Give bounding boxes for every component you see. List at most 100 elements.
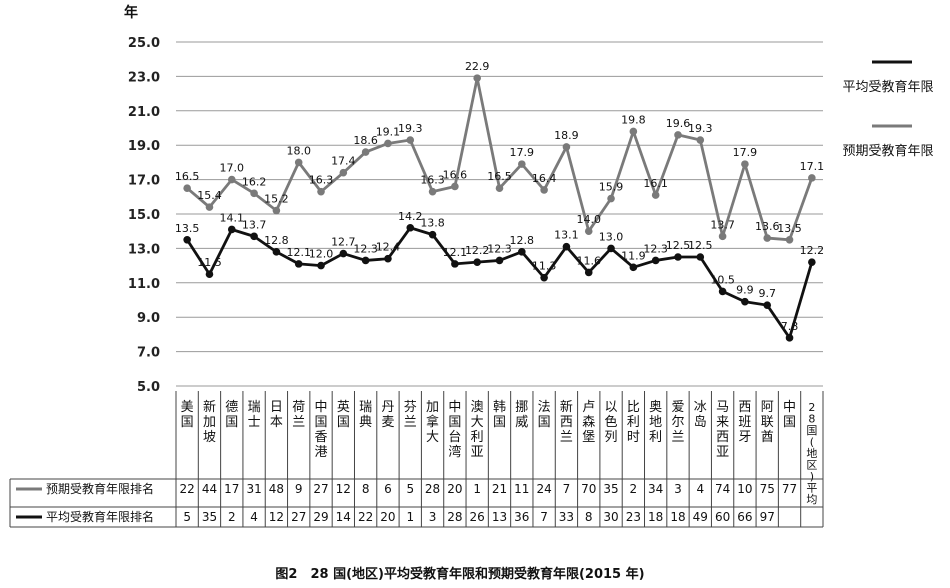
- data-point: [607, 194, 615, 203]
- data-label: 13.6: [755, 220, 780, 233]
- data-point: [540, 273, 548, 282]
- data-point: [183, 184, 191, 192]
- data-label: 13.5: [175, 222, 200, 235]
- data-point: [227, 225, 236, 234]
- rank-cell: 5: [406, 482, 414, 496]
- data-label: 12.8: [264, 234, 289, 247]
- data-point: [272, 206, 281, 215]
- rank-cell: 30: [603, 510, 618, 524]
- category-label: 中国: [783, 400, 796, 430]
- series-layer: [183, 74, 816, 342]
- data-label: 17.9: [510, 146, 535, 159]
- data-label: 18.0: [286, 144, 311, 157]
- y-tick-label: 19.0: [128, 139, 160, 154]
- data-label: 13.7: [710, 218, 735, 231]
- rank-cell: 27: [291, 510, 306, 524]
- data-point: [473, 258, 481, 266]
- data-label: 17.4: [331, 155, 356, 168]
- data-label: 12.3: [353, 242, 378, 255]
- data-label: 12.8: [510, 234, 535, 247]
- data-label: 13.0: [599, 230, 624, 243]
- rank-cell: 35: [202, 510, 217, 524]
- category-label: 西班牙: [738, 400, 751, 445]
- data-label: 17.9: [733, 146, 758, 159]
- rank-cell: 3: [674, 482, 682, 496]
- data-point: [272, 248, 281, 256]
- data-point: [384, 139, 392, 148]
- data-point: [741, 297, 749, 306]
- data-point: [473, 74, 481, 82]
- data-point: [495, 256, 504, 265]
- chart-title: 图2 28 国(地区)平均受教育年限和预期受教育年限(2015 年): [275, 566, 644, 582]
- rank-cell: 27: [313, 482, 328, 496]
- data-point: [808, 258, 816, 266]
- data-point: [317, 187, 325, 196]
- data-label: 13.5: [777, 222, 802, 235]
- data-point: [629, 263, 638, 272]
- data-point: [763, 234, 772, 242]
- y-tick-label: 13.0: [128, 242, 160, 257]
- rank-cell: 14: [336, 510, 351, 524]
- data-label: 16.5: [175, 170, 200, 183]
- category-label: 新西兰: [560, 399, 573, 445]
- category-label: 2 8 国(地区)平均: [806, 401, 817, 506]
- data-point: [629, 127, 638, 136]
- rank-cell: 3: [429, 510, 437, 524]
- rank-cell: 7: [563, 482, 571, 496]
- data-label: 19.3: [398, 122, 423, 135]
- rank-cell: 7: [540, 510, 548, 524]
- y-axis-unit: 年: [124, 4, 138, 21]
- data-label: 14.2: [398, 210, 423, 223]
- rank-cell: 1: [406, 510, 414, 524]
- y-tick-label: 25.0: [128, 36, 160, 51]
- rank-cell: 4: [696, 482, 704, 496]
- legend-label: 平均受教育年限: [842, 79, 933, 95]
- data-label: 15.2: [264, 193, 289, 206]
- data-point: [562, 143, 571, 151]
- category-label: 中国台湾: [448, 400, 461, 460]
- data-point: [406, 223, 415, 232]
- data-label: 13.7: [242, 218, 267, 231]
- category-label: 法国: [538, 400, 551, 430]
- data-label: 17.1: [800, 160, 825, 173]
- data-label: 16.2: [242, 175, 267, 188]
- data-point: [183, 236, 191, 244]
- category-label: 芬兰: [404, 400, 417, 430]
- rank-cell: 17: [224, 482, 239, 496]
- data-point: [317, 261, 325, 270]
- data-label: 14.1: [220, 211, 245, 224]
- category-label: 澳大利亚: [471, 399, 484, 460]
- category-label: 冰岛: [694, 400, 707, 430]
- category-label: 中国香港: [315, 400, 328, 460]
- data-point: [785, 334, 794, 342]
- y-tick-label: 9.0: [137, 311, 160, 326]
- data-label: 11.9: [621, 249, 646, 262]
- data-point: [406, 136, 415, 144]
- rank-cell: 20: [380, 510, 395, 524]
- data-point: [785, 236, 794, 244]
- data-label: 11.3: [532, 260, 557, 273]
- category-label: 马来西亚: [716, 400, 729, 460]
- data-label: 16.4: [532, 172, 557, 185]
- y-axis: 25.0 23.0 21.0 19.0 17.0 15.0 13.0 11.0 9.0 7.0 5.…: [128, 36, 160, 395]
- data-label: 11.5: [197, 256, 222, 269]
- rank-cell: 28: [425, 482, 440, 496]
- category-label: 美国: [181, 400, 194, 430]
- rank-cell: 8: [585, 510, 593, 524]
- data-label: 13.8: [420, 217, 445, 230]
- data-point: [674, 131, 682, 139]
- data-label: 7.8: [781, 320, 799, 333]
- rank-cell: 70: [581, 482, 596, 496]
- data-label: 16.1: [643, 177, 668, 190]
- data-label: 19.6: [666, 117, 691, 130]
- data-point: [250, 232, 258, 241]
- rank-cell: 10: [737, 482, 752, 496]
- category-label: 瑞士: [248, 400, 261, 430]
- category-label: 德国: [225, 400, 238, 430]
- y-tick-label: 7.0: [137, 346, 160, 361]
- y-tick-label: 21.0: [128, 105, 160, 120]
- data-label: 22.9: [465, 60, 490, 73]
- y-tick-label: 23.0: [128, 70, 160, 85]
- category-label: 瑞典: [359, 400, 372, 430]
- category-label: 爱尔兰: [671, 400, 684, 445]
